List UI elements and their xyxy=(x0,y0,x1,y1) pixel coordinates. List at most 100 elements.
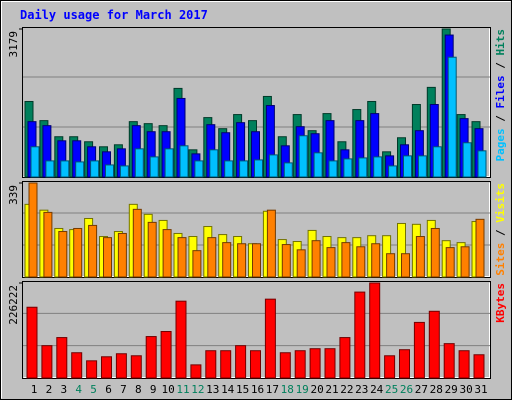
bar xyxy=(149,156,159,178)
bar xyxy=(71,352,83,379)
bar xyxy=(192,250,202,278)
bar xyxy=(90,160,100,178)
x-tick-label: 11 xyxy=(176,383,189,396)
bar xyxy=(130,355,142,379)
bar xyxy=(283,162,293,178)
bar xyxy=(162,229,172,278)
bar xyxy=(328,160,338,178)
bar xyxy=(266,209,276,278)
x-tick-label: 15 xyxy=(236,383,249,396)
x-tick-label: 4 xyxy=(75,383,82,396)
bar xyxy=(462,142,472,178)
legend-entry: Hits xyxy=(494,29,507,56)
bar xyxy=(30,146,40,178)
x-tick-label: 14 xyxy=(221,383,235,396)
x-tick-label: 13 xyxy=(206,383,219,396)
bar xyxy=(164,148,174,178)
bar xyxy=(43,211,53,278)
x-tick-label: 25 xyxy=(385,383,398,396)
bar xyxy=(343,158,353,178)
bar xyxy=(341,242,351,278)
bar xyxy=(458,350,470,379)
x-tick-label: 9 xyxy=(150,383,157,396)
bar xyxy=(443,343,455,379)
bar xyxy=(324,348,336,379)
legend: Sites / Visits xyxy=(494,183,507,276)
bar xyxy=(194,160,204,178)
bar xyxy=(45,160,55,178)
bar xyxy=(147,221,157,278)
bar xyxy=(252,243,261,278)
bar xyxy=(432,146,442,178)
bar xyxy=(250,350,261,379)
x-tick-label: 2 xyxy=(46,383,53,396)
bar xyxy=(60,160,70,178)
x-tick-label: 27 xyxy=(415,383,428,396)
bar xyxy=(354,291,366,379)
bar xyxy=(56,337,68,379)
bar xyxy=(103,237,112,278)
bar xyxy=(384,355,396,379)
x-tick-label: 17 xyxy=(266,383,279,396)
bar xyxy=(399,349,410,379)
bar xyxy=(447,56,457,178)
bar xyxy=(132,208,142,278)
bar xyxy=(313,152,323,178)
bar xyxy=(475,218,485,278)
bar xyxy=(254,159,263,178)
bar xyxy=(224,160,234,178)
x-tick-label: 23 xyxy=(355,383,368,396)
y-tick-label: 226222 xyxy=(7,285,20,325)
legend-entry: Pages xyxy=(494,128,507,161)
bar xyxy=(28,182,38,278)
legend-separator: / xyxy=(494,56,507,76)
x-tick-label: 30 xyxy=(459,383,472,396)
bar xyxy=(326,247,336,278)
bar xyxy=(428,310,440,379)
x-tick-label: 20 xyxy=(310,383,323,396)
bar xyxy=(373,156,383,178)
bar xyxy=(311,240,321,278)
bar xyxy=(281,244,291,278)
bar xyxy=(264,298,276,379)
bar xyxy=(309,348,321,379)
bar xyxy=(160,331,172,379)
legend-separator: / xyxy=(494,109,507,129)
x-tick-label: 16 xyxy=(251,383,264,396)
x-tick-label: 21 xyxy=(325,383,338,396)
x-tick-label: 5 xyxy=(90,383,97,396)
bar xyxy=(75,161,85,178)
x-tick-label: 1 xyxy=(31,383,38,396)
x-tick-label: 6 xyxy=(105,383,112,396)
bar xyxy=(403,155,412,178)
bar xyxy=(460,246,470,278)
bar xyxy=(477,150,487,178)
bar xyxy=(401,253,410,278)
bar xyxy=(237,243,247,278)
bar xyxy=(473,354,485,379)
x-tick-label: 28 xyxy=(430,383,443,396)
legend-separator: / xyxy=(494,223,507,243)
bar xyxy=(413,321,425,379)
bar xyxy=(356,246,366,278)
legend: KBytes xyxy=(494,283,507,323)
bar xyxy=(369,282,381,379)
x-tick-label: 26 xyxy=(400,383,413,396)
bar xyxy=(371,243,381,278)
bar xyxy=(268,154,278,178)
bar xyxy=(339,337,351,379)
bar xyxy=(205,350,217,379)
legend-entry: Sites xyxy=(494,243,507,276)
bar xyxy=(88,224,98,278)
bar xyxy=(445,247,455,278)
bar xyxy=(134,148,144,178)
x-tick-label: 29 xyxy=(445,383,458,396)
bar xyxy=(220,350,232,379)
x-tick-label: 10 xyxy=(161,383,174,396)
x-tick-label: 24 xyxy=(370,383,384,396)
bar xyxy=(296,249,306,278)
x-tick-label: 19 xyxy=(296,383,309,396)
bar xyxy=(117,232,127,278)
